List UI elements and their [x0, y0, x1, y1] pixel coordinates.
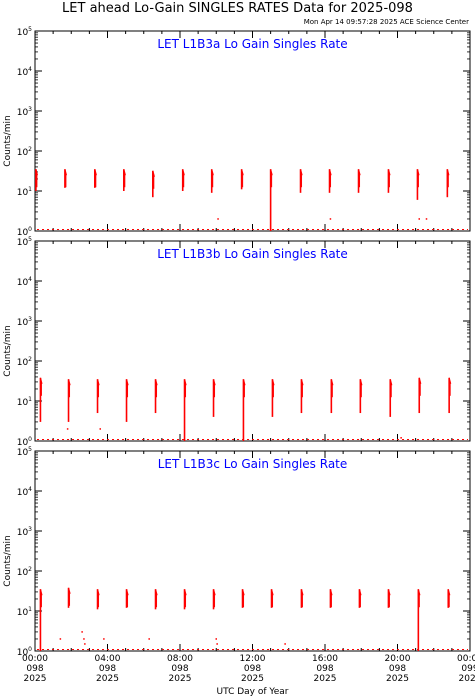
x-tick-label: 098	[244, 664, 261, 674]
data-point	[99, 428, 101, 430]
y-tick-label: 105	[17, 446, 32, 458]
timestamp: Mon Apr 14 09:57:28 2025 ACE Science Cen…	[303, 18, 469, 26]
y-tick-label: 101	[17, 396, 32, 408]
y-tick-label: 100	[17, 646, 32, 658]
plot-frame	[34, 30, 471, 232]
y-axis-label: Counts/min	[3, 535, 13, 586]
x-tick-label: 2025	[96, 674, 119, 684]
panel-title: LET L1B3a Lo Gain Singles Rate	[157, 37, 347, 51]
y-tick-label: 101	[17, 606, 32, 618]
data-point	[81, 631, 83, 633]
x-tick-label: 2025	[169, 674, 192, 684]
plot-frame	[34, 450, 471, 652]
y-tick-label: 103	[17, 106, 32, 118]
x-tick-label: 2025	[386, 674, 409, 684]
x-tick-label: 20:00	[385, 654, 411, 664]
y-tick-label: 101	[17, 186, 32, 198]
y-tick-label: 102	[17, 356, 32, 368]
data-point	[284, 643, 286, 645]
y-axis-label: Counts/min	[3, 325, 13, 376]
data-point	[400, 437, 402, 439]
x-tick-label: 16:00	[312, 654, 338, 664]
y-tick-label: 104	[17, 276, 32, 288]
data-point	[83, 638, 85, 640]
x-tick-label: 2025	[459, 674, 475, 684]
x-tick-label: 098	[389, 664, 406, 674]
y-tick-label: 100	[17, 226, 32, 238]
x-tick-label: 098	[26, 664, 43, 674]
x-axis-label: UTC Day of Year	[217, 687, 289, 697]
data-point	[215, 638, 217, 640]
y-axis-label: Counts/min	[3, 115, 13, 166]
data-point	[103, 638, 105, 640]
y-tick-label: 103	[17, 526, 32, 538]
x-tick-label: 08:00	[167, 654, 193, 664]
data-point	[418, 218, 420, 220]
y-tick-label: 100	[17, 436, 32, 448]
y-tick-label: 105	[17, 26, 32, 38]
data-point	[84, 643, 86, 645]
panel-3: 100 101 102 103 104 105 Counts/min LET L1B3c Lo…	[3, 446, 471, 658]
y-tick-label: 105	[17, 236, 32, 248]
x-tick-label: 00:00	[22, 654, 48, 664]
y-tick-label: 103	[17, 316, 32, 328]
data-point	[217, 218, 219, 220]
y-tick-label: 104	[17, 66, 32, 78]
data-point	[329, 218, 332, 220]
data-point	[216, 643, 218, 645]
panel-title: LET L1B3c Lo Gain Singles Rate	[158, 457, 348, 471]
x-tick-label: 2025	[24, 674, 47, 684]
x-tick-label: 12:00	[240, 654, 266, 664]
panel-title: LET L1B3b Lo Gain Singles Rate	[157, 247, 348, 261]
data-point	[425, 218, 428, 220]
x-tick-label: 098	[171, 664, 188, 674]
x-tick-label: 098	[99, 664, 116, 674]
data-point	[148, 638, 150, 640]
data-point	[66, 428, 69, 430]
data-point	[59, 638, 62, 640]
x-tick-label: 00:00	[457, 654, 475, 664]
page-title: LET ahead Lo-Gain SINGLES RATES Data for…	[62, 1, 413, 16]
x-tick-label: 098	[316, 664, 333, 674]
y-tick-label: 102	[17, 146, 32, 158]
x-tick-label: 099	[461, 664, 475, 674]
y-tick-label: 102	[17, 566, 32, 578]
plot-frame	[34, 240, 471, 442]
panel-1: 100 101 102 103 104 105 Counts/min LET L1B3a Lo…	[3, 26, 471, 238]
y-tick-label: 104	[17, 486, 32, 498]
x-tick-label: 2025	[241, 674, 264, 684]
x-tick-label: 04:00	[95, 654, 121, 664]
x-tick-label: 2025	[314, 674, 337, 684]
panel-2: 100 101 102 103 104 105 Counts/min LET L1B3b Lo…	[3, 236, 471, 448]
